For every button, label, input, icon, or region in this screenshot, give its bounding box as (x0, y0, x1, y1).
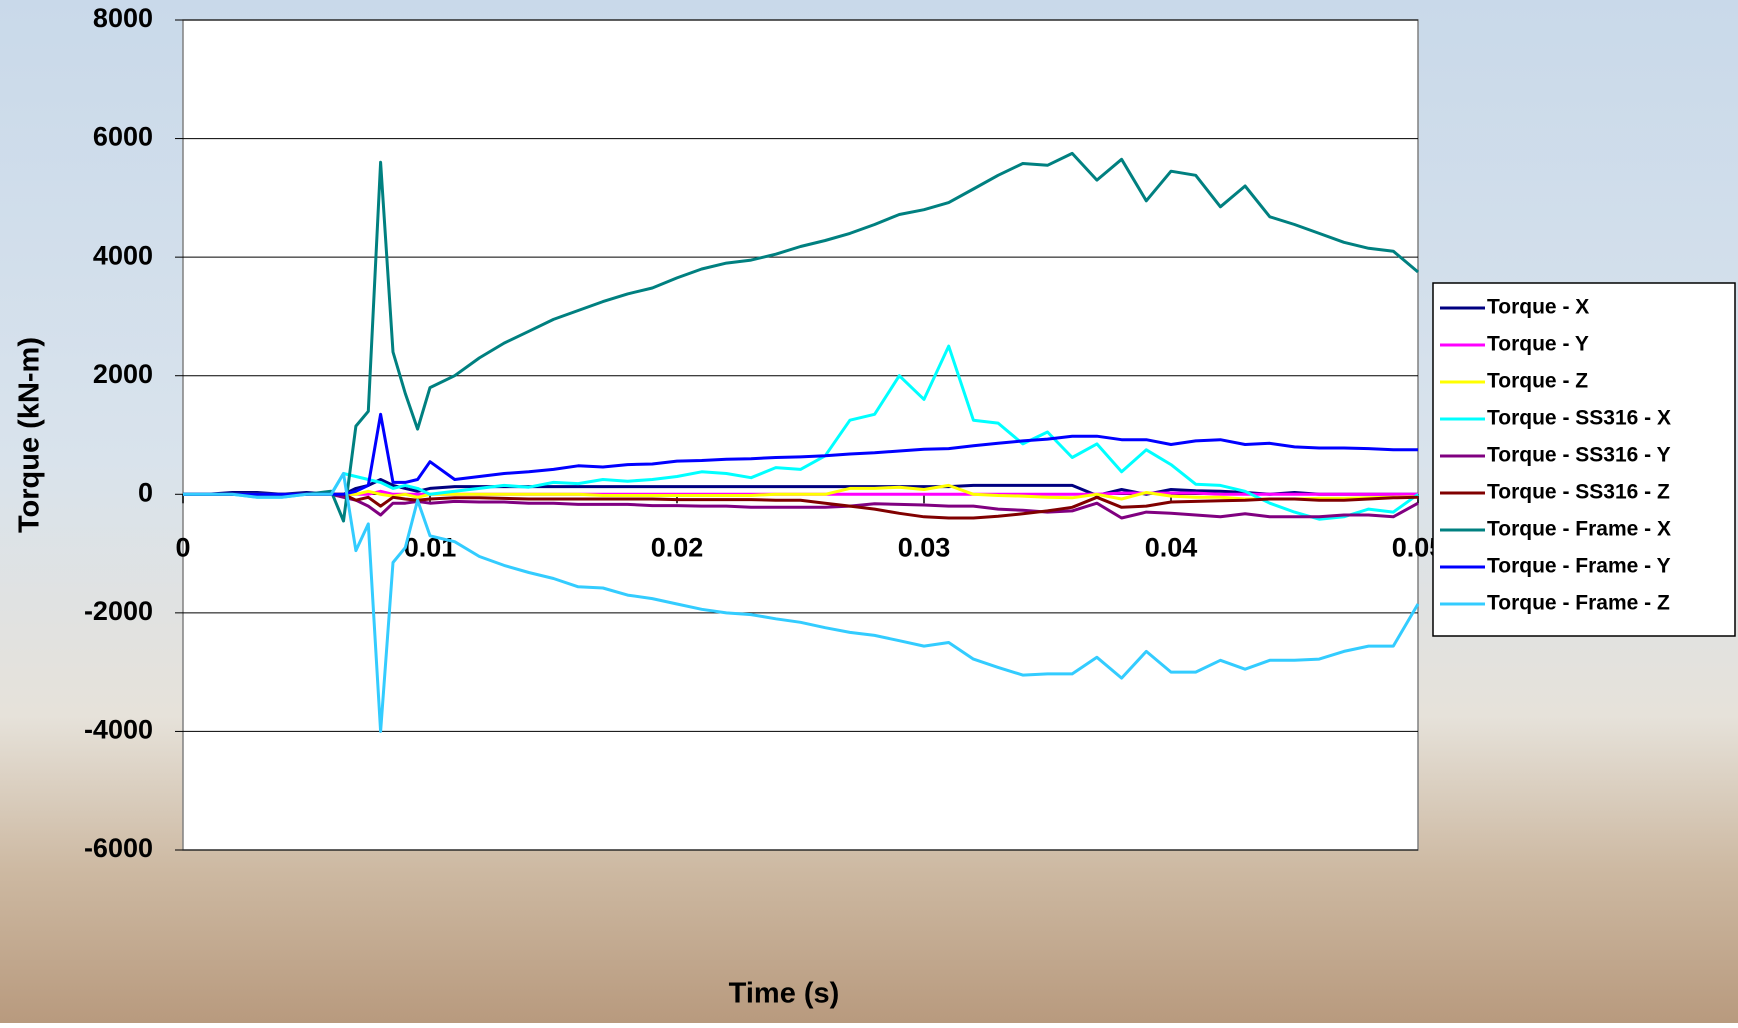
legend-label: Torque - Y (1487, 333, 1589, 356)
y-tick-label: 0 (138, 477, 153, 507)
legend-label: Torque - Z (1487, 370, 1588, 393)
legend-label: Torque - Frame - X (1487, 518, 1671, 541)
slide: Time (s) Torque (kN-m) -6000 -4000 -2000 0 2… (0, 0, 1738, 1023)
x-tick-label: 0.04 (1145, 532, 1198, 562)
legend-label: Torque - X (1487, 296, 1589, 319)
y-tick-label: 8000 (93, 3, 153, 33)
y-tick-label: 4000 (93, 240, 153, 270)
legend-label: Torque - SS316 - X (1487, 407, 1671, 430)
y-tick-label: 2000 (93, 359, 153, 389)
x-tick-label: 0.02 (651, 532, 704, 562)
legend-label: Torque - Frame - Y (1487, 555, 1671, 578)
y-tick-label: -4000 (84, 715, 153, 745)
y-tick-label: 6000 (93, 122, 153, 152)
legend-label: Torque - Frame - Z (1487, 592, 1670, 615)
x-tick-label: 0.03 (898, 532, 951, 562)
legend: Torque - X Torque - Y Torque - Z Torque - S… (1433, 283, 1735, 636)
y-axis-title: Torque (kN-m) (14, 337, 46, 533)
chart: Time (s) Torque (kN-m) -6000 -4000 -2000 0 2… (0, 0, 1738, 1023)
x-axis-title: Time (s) (729, 978, 840, 1010)
plot-area (183, 20, 1418, 850)
y-tick-label: -6000 (84, 833, 153, 863)
y-tick-label: -2000 (84, 596, 153, 626)
legend-label: Torque - SS316 - Z (1487, 481, 1670, 504)
legend-label: Torque - SS316 - Y (1487, 444, 1671, 467)
x-tick-label: 0 (175, 532, 190, 562)
